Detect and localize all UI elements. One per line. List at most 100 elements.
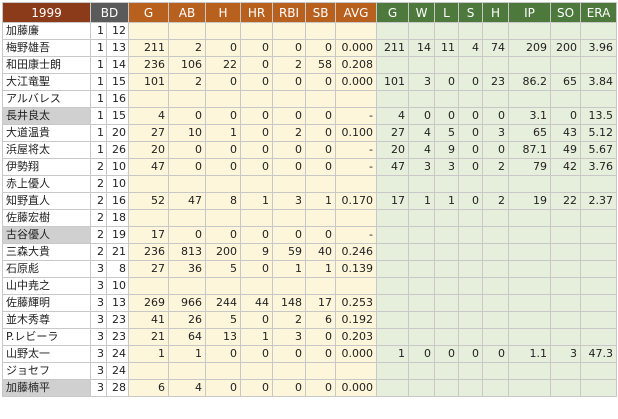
player-name: 伊勢翔 bbox=[2, 158, 91, 176]
batting-cell: 236 bbox=[128, 243, 170, 261]
birth-date: 1 bbox=[90, 141, 107, 159]
batting-cell: 17 bbox=[305, 294, 337, 312]
batting-cell: 52 bbox=[128, 192, 170, 210]
pitching-cell bbox=[550, 90, 582, 108]
pitching-cell: 86.2 bbox=[508, 73, 552, 91]
pitching-cell: 0 bbox=[458, 345, 484, 363]
player-name: 石原彪 bbox=[2, 260, 91, 278]
birth-date: 1 bbox=[90, 73, 107, 91]
birth-date: 16 bbox=[105, 90, 130, 108]
pitching-cell bbox=[458, 379, 484, 397]
pitching-cell bbox=[434, 362, 460, 380]
pitching-cell bbox=[580, 294, 618, 312]
batting-cell: 0.253 bbox=[335, 294, 378, 312]
batting-cell: 0.203 bbox=[335, 328, 378, 346]
pitching-cell: 101 bbox=[376, 73, 410, 91]
pitching-cell bbox=[434, 175, 460, 193]
birth-date: 13 bbox=[105, 39, 130, 57]
player-row: 山野太一 3 24 1 1 0 0 0 0 0.000 1 0 0 0 0 1.1 3 47.3 bbox=[2, 345, 618, 363]
column-header: 1999 bbox=[2, 2, 91, 23]
birth-date: 2 bbox=[90, 158, 107, 176]
player-name: 並木秀尊 bbox=[2, 311, 91, 329]
birth-date: 13 bbox=[105, 294, 130, 312]
batting-cell: 40 bbox=[305, 243, 337, 261]
pitching-cell bbox=[580, 311, 618, 329]
batting-cell: 0 bbox=[240, 124, 274, 142]
pitching-cell bbox=[508, 277, 552, 295]
birth-date: 14 bbox=[105, 56, 130, 74]
player-row: 並木秀尊 3 23 41 26 5 0 2 6 0.192 bbox=[2, 311, 618, 329]
batting-cell: 36 bbox=[168, 260, 207, 278]
birth-date: 1 bbox=[90, 56, 107, 74]
pitching-cell bbox=[550, 362, 582, 380]
pitching-cell bbox=[550, 260, 582, 278]
birth-date: 10 bbox=[105, 175, 130, 193]
pitching-cell bbox=[376, 362, 410, 380]
column-header: SO bbox=[550, 2, 582, 23]
batting-cell: 0 bbox=[305, 73, 337, 91]
batting-cell: 0 bbox=[272, 226, 307, 244]
column-header: S bbox=[458, 2, 484, 23]
pitching-cell: 0 bbox=[434, 107, 460, 125]
pitching-cell bbox=[550, 226, 582, 244]
batting-cell bbox=[305, 362, 337, 380]
batting-cell bbox=[168, 175, 207, 193]
pitching-cell bbox=[580, 243, 618, 261]
pitching-cell bbox=[376, 175, 410, 193]
batting-cell bbox=[240, 362, 274, 380]
batting-cell: 211 bbox=[128, 39, 170, 57]
player-row: 加藤楠平 3 28 6 4 0 0 0 0 0.000 bbox=[2, 379, 618, 397]
pitching-cell: 2 bbox=[482, 192, 510, 210]
pitching-cell: 5 bbox=[434, 124, 460, 142]
pitching-cell: 0 bbox=[458, 73, 484, 91]
pitching-cell bbox=[376, 243, 410, 261]
pitching-cell: 3 bbox=[408, 73, 436, 91]
pitching-cell: 5.67 bbox=[580, 141, 618, 159]
pitching-cell bbox=[408, 328, 436, 346]
pitching-cell bbox=[408, 56, 436, 74]
pitching-cell bbox=[434, 311, 460, 329]
pitching-cell: 19 bbox=[508, 192, 552, 210]
batting-cell: 0.246 bbox=[335, 243, 378, 261]
batting-cell: - bbox=[335, 158, 378, 176]
birth-date: 8 bbox=[105, 260, 130, 278]
birth-date: 23 bbox=[105, 311, 130, 329]
batting-cell: 0 bbox=[240, 379, 274, 397]
pitching-cell: 0 bbox=[482, 107, 510, 125]
player-row: 佐藤宏樹 2 18 bbox=[2, 209, 618, 227]
birth-date: 23 bbox=[105, 328, 130, 346]
batting-cell: 269 bbox=[128, 294, 170, 312]
pitching-cell bbox=[408, 362, 436, 380]
player-row: 和田康士朗 1 14 236 106 22 0 2 58 0.208 bbox=[2, 56, 618, 74]
pitching-cell bbox=[458, 277, 484, 295]
table-body: 加藤廉 1 12 梅野雄吾 1 13 211 2 0 0 0 0 0.000 211 14 11 4 74 209 2… bbox=[2, 22, 618, 397]
batting-cell: 0 bbox=[305, 39, 337, 57]
birth-date: 2 bbox=[90, 209, 107, 227]
birth-date: 24 bbox=[105, 362, 130, 380]
batting-cell: 0 bbox=[240, 39, 274, 57]
pitching-cell bbox=[376, 209, 410, 227]
pitching-cell: 0 bbox=[550, 107, 582, 125]
batting-cell bbox=[335, 277, 378, 295]
pitching-cell: 3.84 bbox=[580, 73, 618, 91]
pitching-cell bbox=[482, 243, 510, 261]
pitching-cell bbox=[458, 243, 484, 261]
pitching-cell bbox=[408, 226, 436, 244]
player-name: 加藤楠平 bbox=[2, 379, 91, 397]
pitching-cell: 42 bbox=[550, 158, 582, 176]
batting-cell: 0.000 bbox=[335, 39, 378, 57]
pitching-cell: 0 bbox=[434, 345, 460, 363]
pitching-cell: 211 bbox=[376, 39, 410, 57]
batting-cell: 0.170 bbox=[335, 192, 378, 210]
pitching-cell: 3 bbox=[434, 158, 460, 176]
batting-cell: 0.000 bbox=[335, 379, 378, 397]
batting-cell: 2 bbox=[272, 56, 307, 74]
batting-cell: 5 bbox=[205, 260, 242, 278]
pitching-cell bbox=[482, 22, 510, 40]
stats-table: 1999 BD G AB H HR RBI SB AVG G W L S H IP SO ERA 加藤廉 1 12 梅… bbox=[2, 2, 618, 397]
pitching-cell bbox=[434, 328, 460, 346]
player-name: アルバレス bbox=[2, 90, 91, 108]
pitching-cell bbox=[434, 260, 460, 278]
batting-cell: 0 bbox=[168, 158, 207, 176]
pitching-cell: 1.1 bbox=[508, 345, 552, 363]
